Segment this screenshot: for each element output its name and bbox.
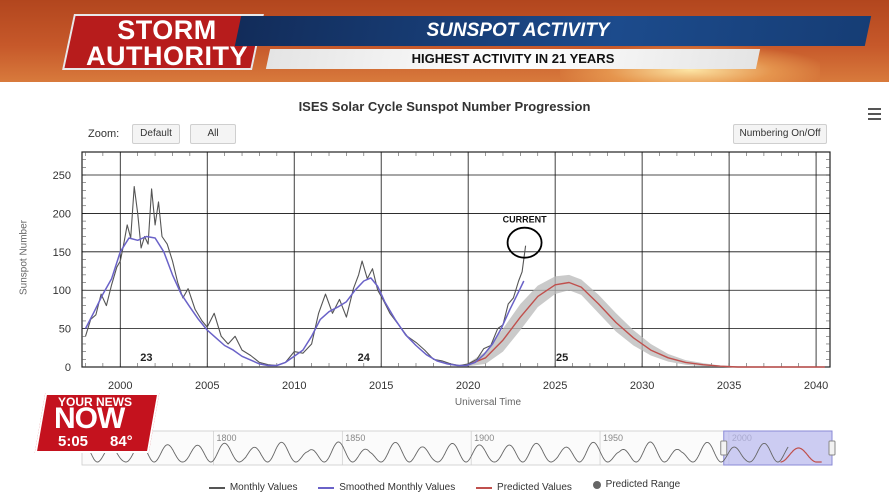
navigator-series <box>81 441 789 463</box>
news-bug-top: YOUR NEWS <box>58 395 133 409</box>
legend-monthly-swatch <box>208 486 225 489</box>
subheadline: HIGHEST ACTIVITY IN 21 YEARS <box>411 51 615 66</box>
y-tick-label: 200 <box>53 208 71 220</box>
zoom-all-button[interactable]: All <box>190 124 236 144</box>
chart-legend: Monthly Values Smoothed Monthly Values P… <box>0 479 889 493</box>
y-tick-label: 250 <box>53 170 71 182</box>
zoom-label: Zoom: <box>88 128 120 140</box>
numbering-toggle-button[interactable]: Numbering On/Off <box>733 124 827 144</box>
station-line2: AUTHORITY <box>86 41 248 71</box>
legend-predicted-label: Predicted Values <box>497 482 572 493</box>
navigator-tick-label: 1800 <box>216 433 236 443</box>
current-annotation: CURRENT <box>503 215 548 225</box>
x-tick-label: 2010 <box>282 380 306 392</box>
headline: SUNSPOT ACTIVITY <box>426 20 610 41</box>
hamburger-menu-icon[interactable] <box>868 108 881 120</box>
x-axis-label: Universal Time <box>455 397 522 408</box>
navigator-predicted <box>780 447 822 463</box>
x-tick-label: 2015 <box>369 380 393 392</box>
legend-smoothed-swatch <box>318 486 335 489</box>
navigator-tick-label: 1950 <box>603 433 623 443</box>
clock-time: 5:05 <box>58 433 89 450</box>
plot-frame <box>81 151 831 368</box>
legend-range-label: Predicted Range <box>605 479 681 490</box>
temperature: 84° <box>110 433 133 450</box>
navigator-handle[interactable] <box>720 440 728 456</box>
chart-title: ISES Solar Cycle Sunspot Number Progress… <box>298 99 591 114</box>
cycle-label: 25 <box>556 352 568 364</box>
legend-monthly-label: Monthly Values <box>229 482 298 493</box>
predicted-values-line <box>467 281 825 368</box>
cycle-label: 24 <box>358 352 371 364</box>
x-tick-label: 2005 <box>195 380 219 392</box>
legend-predicted[interactable]: Predicted Values <box>476 482 572 493</box>
y-tick-label: 100 <box>53 285 71 297</box>
news-bug-main: NOW <box>54 402 125 435</box>
legend-monthly[interactable]: Monthly Values <box>208 482 298 493</box>
navigator-tick-label: 1900 <box>474 433 494 443</box>
smoothed-values-line <box>84 235 525 367</box>
y-tick-label: 50 <box>59 324 71 336</box>
legend-smoothed[interactable]: Smoothed Monthly Values <box>318 482 455 493</box>
x-tick-label: 2040 <box>804 380 828 392</box>
predicted-range-band <box>468 274 825 367</box>
news-bug: YOUR NEWS NOW 5:05 84° <box>34 393 160 453</box>
navigator-selection <box>723 430 833 466</box>
station-line1: STORM <box>117 15 217 45</box>
legend-range-swatch <box>592 480 601 489</box>
legend-smoothed-label: Smoothed Monthly Values <box>339 482 456 493</box>
x-tick-label: 2030 <box>630 380 654 392</box>
current-circle <box>506 226 543 259</box>
navigator-tick-label: 1850 <box>345 433 365 443</box>
navigator-handle[interactable] <box>828 440 836 456</box>
x-tick-label: 2000 <box>108 380 132 392</box>
x-tick-label: 2035 <box>717 380 741 392</box>
y-tick-label: 0 <box>65 362 71 374</box>
legend-range[interactable]: Predicted Range <box>592 479 681 490</box>
station-logo: STORM AUTHORITY <box>82 14 252 70</box>
zoom-default-button[interactable]: Default <box>132 124 180 144</box>
cycle-label: 23 <box>140 352 152 364</box>
y-tick-label: 150 <box>53 247 71 259</box>
legend-predicted-swatch <box>476 486 493 489</box>
x-tick-label: 2025 <box>543 380 567 392</box>
x-tick-label: 2020 <box>456 380 480 392</box>
